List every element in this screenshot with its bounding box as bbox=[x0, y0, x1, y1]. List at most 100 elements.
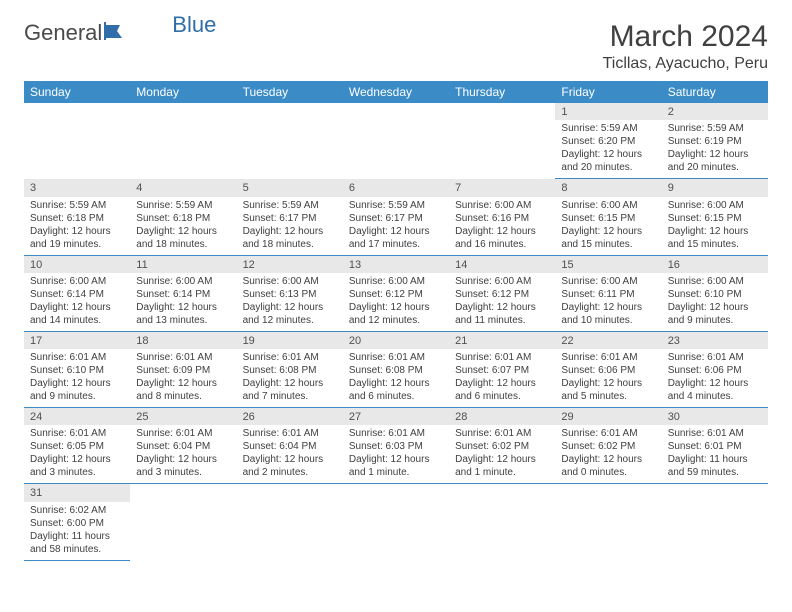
sunset-line: Sunset: 6:01 PM bbox=[668, 440, 762, 453]
sunset-line: Sunset: 6:13 PM bbox=[243, 288, 337, 301]
sunrise-line: Sunrise: 6:01 AM bbox=[561, 427, 655, 440]
sunset-line: Sunset: 6:08 PM bbox=[349, 364, 443, 377]
sunrise-line: Sunrise: 6:00 AM bbox=[668, 199, 762, 212]
daylight-line: Daylight: 12 hours and 8 minutes. bbox=[136, 377, 230, 403]
daylight-line: Daylight: 12 hours and 16 minutes. bbox=[455, 225, 549, 251]
sunrise-line: Sunrise: 6:00 AM bbox=[30, 275, 124, 288]
day-data-cell bbox=[237, 502, 343, 561]
flag-icon bbox=[104, 20, 130, 46]
day-header: Friday bbox=[555, 81, 661, 103]
day-number-cell: 21 bbox=[449, 331, 555, 349]
day-data-cell: Sunrise: 6:00 AMSunset: 6:14 PMDaylight:… bbox=[130, 273, 236, 332]
day-data-row: Sunrise: 5:59 AMSunset: 6:20 PMDaylight:… bbox=[24, 120, 768, 179]
day-data-cell: Sunrise: 6:01 AMSunset: 6:05 PMDaylight:… bbox=[24, 425, 130, 484]
sunrise-line: Sunrise: 6:01 AM bbox=[30, 427, 124, 440]
sunrise-line: Sunrise: 6:00 AM bbox=[455, 275, 549, 288]
day-data-cell: Sunrise: 6:01 AMSunset: 6:02 PMDaylight:… bbox=[555, 425, 661, 484]
day-data-cell: Sunrise: 6:01 AMSunset: 6:01 PMDaylight:… bbox=[662, 425, 768, 484]
sunrise-line: Sunrise: 6:00 AM bbox=[668, 275, 762, 288]
day-data-row: Sunrise: 6:01 AMSunset: 6:05 PMDaylight:… bbox=[24, 425, 768, 484]
day-data-cell: Sunrise: 6:01 AMSunset: 6:09 PMDaylight:… bbox=[130, 349, 236, 408]
day-data-cell: Sunrise: 5:59 AMSunset: 6:20 PMDaylight:… bbox=[555, 120, 661, 179]
sunset-line: Sunset: 6:14 PM bbox=[136, 288, 230, 301]
day-data-cell: Sunrise: 6:00 AMSunset: 6:14 PMDaylight:… bbox=[24, 273, 130, 332]
sunset-line: Sunset: 6:04 PM bbox=[136, 440, 230, 453]
day-number-cell: 28 bbox=[449, 408, 555, 426]
daylight-line: Daylight: 12 hours and 1 minute. bbox=[455, 453, 549, 479]
sunset-line: Sunset: 6:17 PM bbox=[349, 212, 443, 225]
sunrise-line: Sunrise: 6:00 AM bbox=[243, 275, 337, 288]
day-number-cell: 27 bbox=[343, 408, 449, 426]
daylight-line: Daylight: 12 hours and 10 minutes. bbox=[561, 301, 655, 327]
sunset-line: Sunset: 6:20 PM bbox=[561, 135, 655, 148]
sunrise-line: Sunrise: 6:01 AM bbox=[136, 427, 230, 440]
day-number-row: 17181920212223 bbox=[24, 331, 768, 349]
day-data-row: Sunrise: 5:59 AMSunset: 6:18 PMDaylight:… bbox=[24, 197, 768, 256]
sunrise-line: Sunrise: 6:01 AM bbox=[136, 351, 230, 364]
sunset-line: Sunset: 6:07 PM bbox=[455, 364, 549, 377]
daylight-line: Daylight: 12 hours and 6 minutes. bbox=[455, 377, 549, 403]
sunrise-line: Sunrise: 6:00 AM bbox=[136, 275, 230, 288]
daylight-line: Daylight: 12 hours and 20 minutes. bbox=[561, 148, 655, 174]
daylight-line: Daylight: 12 hours and 15 minutes. bbox=[668, 225, 762, 251]
day-number-row: 31 bbox=[24, 484, 768, 502]
day-number-cell: 16 bbox=[662, 255, 768, 273]
day-data-cell bbox=[130, 502, 236, 561]
day-data-cell: Sunrise: 5:59 AMSunset: 6:17 PMDaylight:… bbox=[343, 197, 449, 256]
day-data-cell: Sunrise: 6:00 AMSunset: 6:12 PMDaylight:… bbox=[449, 273, 555, 332]
daylight-line: Daylight: 12 hours and 18 minutes. bbox=[136, 225, 230, 251]
day-data-cell: Sunrise: 5:59 AMSunset: 6:17 PMDaylight:… bbox=[237, 197, 343, 256]
daylight-line: Daylight: 11 hours and 58 minutes. bbox=[30, 530, 124, 556]
day-number-cell: 18 bbox=[130, 331, 236, 349]
daylight-line: Daylight: 12 hours and 12 minutes. bbox=[349, 301, 443, 327]
day-data-row: Sunrise: 6:01 AMSunset: 6:10 PMDaylight:… bbox=[24, 349, 768, 408]
location: Ticllas, Ayacucho, Peru bbox=[603, 55, 768, 73]
sunset-line: Sunset: 6:06 PM bbox=[668, 364, 762, 377]
day-data-cell bbox=[237, 120, 343, 179]
day-data-cell: Sunrise: 6:01 AMSunset: 6:08 PMDaylight:… bbox=[343, 349, 449, 408]
logo: General Blue bbox=[24, 20, 216, 46]
day-data-cell: Sunrise: 6:00 AMSunset: 6:15 PMDaylight:… bbox=[555, 197, 661, 256]
sunset-line: Sunset: 6:00 PM bbox=[30, 517, 124, 530]
day-header-row: Sunday Monday Tuesday Wednesday Thursday… bbox=[24, 81, 768, 103]
day-data-cell: Sunrise: 6:01 AMSunset: 6:06 PMDaylight:… bbox=[662, 349, 768, 408]
day-data-cell: Sunrise: 6:01 AMSunset: 6:03 PMDaylight:… bbox=[343, 425, 449, 484]
day-data-cell: Sunrise: 6:01 AMSunset: 6:10 PMDaylight:… bbox=[24, 349, 130, 408]
day-header: Sunday bbox=[24, 81, 130, 103]
day-number-cell bbox=[130, 484, 236, 502]
sunset-line: Sunset: 6:16 PM bbox=[455, 212, 549, 225]
day-header: Wednesday bbox=[343, 81, 449, 103]
day-data-cell bbox=[555, 502, 661, 561]
sunrise-line: Sunrise: 6:01 AM bbox=[349, 351, 443, 364]
sunrise-line: Sunrise: 6:01 AM bbox=[561, 351, 655, 364]
day-number-cell: 22 bbox=[555, 331, 661, 349]
day-data-row: Sunrise: 6:02 AMSunset: 6:00 PMDaylight:… bbox=[24, 502, 768, 561]
day-number-cell: 25 bbox=[130, 408, 236, 426]
day-number-cell: 7 bbox=[449, 179, 555, 197]
day-data-cell bbox=[662, 502, 768, 561]
sunset-line: Sunset: 6:12 PM bbox=[349, 288, 443, 301]
day-data-cell bbox=[343, 120, 449, 179]
calendar-body: 12Sunrise: 5:59 AMSunset: 6:20 PMDayligh… bbox=[24, 103, 768, 560]
sunrise-line: Sunrise: 6:00 AM bbox=[561, 199, 655, 212]
sunset-line: Sunset: 6:15 PM bbox=[668, 212, 762, 225]
title-area: March 2024 Ticllas, Ayacucho, Peru bbox=[603, 20, 768, 73]
day-number-cell: 29 bbox=[555, 408, 661, 426]
sunrise-line: Sunrise: 5:59 AM bbox=[349, 199, 443, 212]
day-number-cell bbox=[343, 484, 449, 502]
sunset-line: Sunset: 6:10 PM bbox=[668, 288, 762, 301]
day-number-cell: 6 bbox=[343, 179, 449, 197]
day-number-row: 3456789 bbox=[24, 179, 768, 197]
daylight-line: Daylight: 12 hours and 17 minutes. bbox=[349, 225, 443, 251]
day-number-cell: 9 bbox=[662, 179, 768, 197]
daylight-line: Daylight: 12 hours and 9 minutes. bbox=[668, 301, 762, 327]
daylight-line: Daylight: 12 hours and 0 minutes. bbox=[561, 453, 655, 479]
sunrise-line: Sunrise: 6:00 AM bbox=[455, 199, 549, 212]
day-data-cell: Sunrise: 6:00 AMSunset: 6:13 PMDaylight:… bbox=[237, 273, 343, 332]
sunrise-line: Sunrise: 5:59 AM bbox=[243, 199, 337, 212]
daylight-line: Daylight: 12 hours and 4 minutes. bbox=[668, 377, 762, 403]
sunrise-line: Sunrise: 6:01 AM bbox=[668, 351, 762, 364]
daylight-line: Daylight: 12 hours and 14 minutes. bbox=[30, 301, 124, 327]
calendar-table: Sunday Monday Tuesday Wednesday Thursday… bbox=[24, 81, 768, 561]
day-data-cell bbox=[449, 120, 555, 179]
